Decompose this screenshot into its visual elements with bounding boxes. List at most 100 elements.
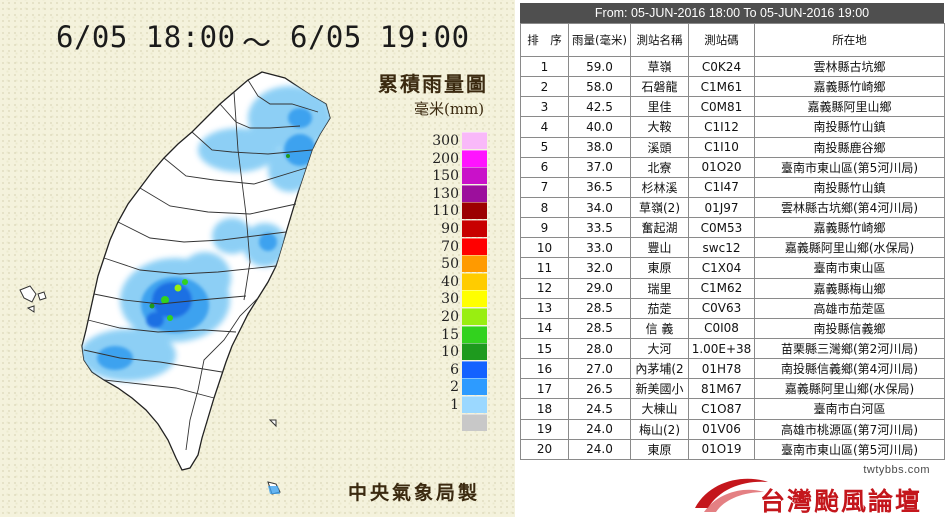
cell-station-code: C0K24 xyxy=(688,55,755,78)
legend-swatch xyxy=(462,290,487,308)
cell-rainfall: 26.5 xyxy=(568,378,631,400)
cell-station-code: C0M53 xyxy=(688,217,755,239)
cell-station-name: 里佳 xyxy=(630,96,689,118)
offshore-island-rain xyxy=(268,486,280,494)
legend-swatch xyxy=(462,343,487,361)
cell-location: 雲林縣古坑鄉 xyxy=(754,55,945,78)
legend-row xyxy=(419,413,491,431)
cell-station-name: 東原 xyxy=(630,438,689,460)
cell-rainfall: 24.0 xyxy=(568,438,631,460)
cell-rank: 13 xyxy=(520,297,569,319)
cell-location: 臺南市東山區 xyxy=(754,257,945,279)
cell-station-code: C1M62 xyxy=(688,277,755,299)
table-row: 8 34.0 草嶺(2) 01J97 雲林縣古坑鄉(第4河川局) xyxy=(520,196,945,219)
legend-row: 200 xyxy=(419,149,491,167)
legend-row: 2 xyxy=(419,377,491,396)
cell-location: 雲林縣古坑鄉(第4河川局) xyxy=(754,196,945,219)
county-boundaries xyxy=(83,79,319,451)
map-time-end: 6/05 19:00 xyxy=(290,20,470,54)
legend-label: 150 xyxy=(432,168,459,185)
legend-row: 30 xyxy=(419,289,491,308)
cell-location: 嘉義縣竹崎鄉 xyxy=(754,217,945,239)
table-row: 20 24.0 東原 01O19 臺南市東山區(第5河川局) xyxy=(520,438,945,460)
cell-station-code: C0V63 xyxy=(688,297,755,319)
cell-rank: 7 xyxy=(520,176,569,198)
cell-station-code: C1I10 xyxy=(688,136,755,158)
cell-location: 嘉義縣梅山鄉 xyxy=(754,277,945,299)
legend-label: 200 xyxy=(432,150,459,167)
legend-row: 10 xyxy=(419,342,491,361)
legend-swatch xyxy=(462,167,487,185)
rainfall-ranking-table: 排 序 雨量(毫米) 測站名稱 測站碼 所在地 1 59.0 草嶺 C0K24 雲林縣古… xyxy=(520,23,945,460)
cell-location: 嘉義縣阿里山鄉(水保局) xyxy=(754,378,945,400)
legend-label: 300 xyxy=(432,133,459,149)
table-row: 13 28.5 茄萣 C0V63 高雄市茄萣區 xyxy=(520,297,945,319)
cell-station-name: 豐山 xyxy=(630,237,689,259)
cell-rank: 1 xyxy=(520,55,569,78)
legend-label: 15 xyxy=(441,326,459,343)
map-time-separator: ～ xyxy=(242,26,272,60)
legend-swatch xyxy=(462,378,487,396)
cell-station-name: 大棟山 xyxy=(630,398,689,420)
cell-rainfall: 28.5 xyxy=(568,297,631,319)
cell-location: 高雄市桃源區(第7河川局) xyxy=(754,418,945,440)
cell-station-name: 大鞍 xyxy=(630,116,689,138)
table-row: 5 38.0 溪頭 C1I10 南投縣鹿谷鄉 xyxy=(520,136,945,158)
table-time-header: From: 05-JUN-2016 18:00 To 05-JUN-2016 1… xyxy=(520,3,944,23)
cell-location: 南投縣竹山鎮 xyxy=(754,176,945,198)
cell-rank: 4 xyxy=(520,116,569,138)
cell-rank: 12 xyxy=(520,277,569,299)
map-time-start: 6/05 18:00 xyxy=(56,20,236,54)
cell-station-name: 內茅埔(2 xyxy=(630,358,689,380)
cell-rank: 17 xyxy=(520,378,569,400)
cell-location: 南投縣信義鄉(第4河川局) xyxy=(754,358,945,380)
cell-station-name: 信 義 xyxy=(630,317,689,339)
outlying-islands xyxy=(19,285,281,495)
rain-peaks xyxy=(149,154,290,321)
legend-row: 20 xyxy=(419,307,491,325)
legend-label: 30 xyxy=(441,291,459,308)
legend-row: 110 xyxy=(419,201,491,220)
cell-station-name: 草嶺(2) xyxy=(630,196,689,219)
cell-location: 南投縣信義鄉 xyxy=(754,317,945,339)
legend-swatch xyxy=(462,325,487,343)
table-row: 12 29.0 瑞里 C1M62 嘉義縣梅山鄉 xyxy=(520,277,945,299)
cell-rainfall: 38.0 xyxy=(568,136,631,158)
rainfall-map-panel: 6/05 18:00 ～ 6/05 19:00 xyxy=(0,0,515,517)
legend-swatch xyxy=(462,360,487,378)
legend-swatch xyxy=(462,237,487,255)
cell-rainfall: 34.0 xyxy=(568,196,631,219)
watermark-url: twtybbs.com xyxy=(863,464,930,476)
cell-location: 臺南市東山區(第5河川局) xyxy=(754,156,945,178)
legend-label: 70 xyxy=(441,238,459,255)
table-header-row: 排 序 雨量(毫米) 測站名稱 測站碼 所在地 xyxy=(520,23,945,57)
map-unit: 毫米(mm) xyxy=(414,100,485,118)
cell-location: 嘉義縣阿里山鄉 xyxy=(754,96,945,118)
legend-label: 130 xyxy=(432,185,459,202)
legend-swatch xyxy=(462,149,487,167)
legend-row: 150 xyxy=(419,166,491,185)
cell-rainfall: 59.0 xyxy=(568,55,631,78)
legend-swatch xyxy=(462,184,487,202)
legend-row: 130 xyxy=(419,184,491,202)
col-station-name-header: 測站名稱 xyxy=(630,23,689,57)
table-row: 14 28.5 信 義 C0I08 南投縣信義鄉 xyxy=(520,317,945,339)
cell-rainfall: 42.5 xyxy=(568,96,631,118)
rain-coverage xyxy=(82,86,330,381)
legend-row: 70 xyxy=(419,237,491,255)
table-row: 19 24.0 梅山(2) 01V06 高雄市桃源區(第7河川局) xyxy=(520,418,945,440)
legend-swatch xyxy=(462,395,487,413)
cell-rank: 20 xyxy=(520,438,569,460)
table-row: 2 58.0 石磐龍 C1M61 嘉義縣竹崎鄉 xyxy=(520,76,945,98)
taiwan-rainfall-map xyxy=(19,71,331,495)
cell-rank: 11 xyxy=(520,257,569,279)
legend-label: 40 xyxy=(441,273,459,290)
cell-rank: 15 xyxy=(520,337,569,360)
cell-rainfall: 27.0 xyxy=(568,358,631,380)
cell-rank: 16 xyxy=(520,358,569,380)
rainfall-ranking-panel: From: 05-JUN-2016 18:00 To 05-JUN-2016 1… xyxy=(520,3,945,460)
cell-station-code: 01O20 xyxy=(688,156,755,178)
cell-station-name: 石磐龍 xyxy=(630,76,689,98)
cell-station-name: 新美國小 xyxy=(630,378,689,400)
cell-rainfall: 33.5 xyxy=(568,217,631,239)
